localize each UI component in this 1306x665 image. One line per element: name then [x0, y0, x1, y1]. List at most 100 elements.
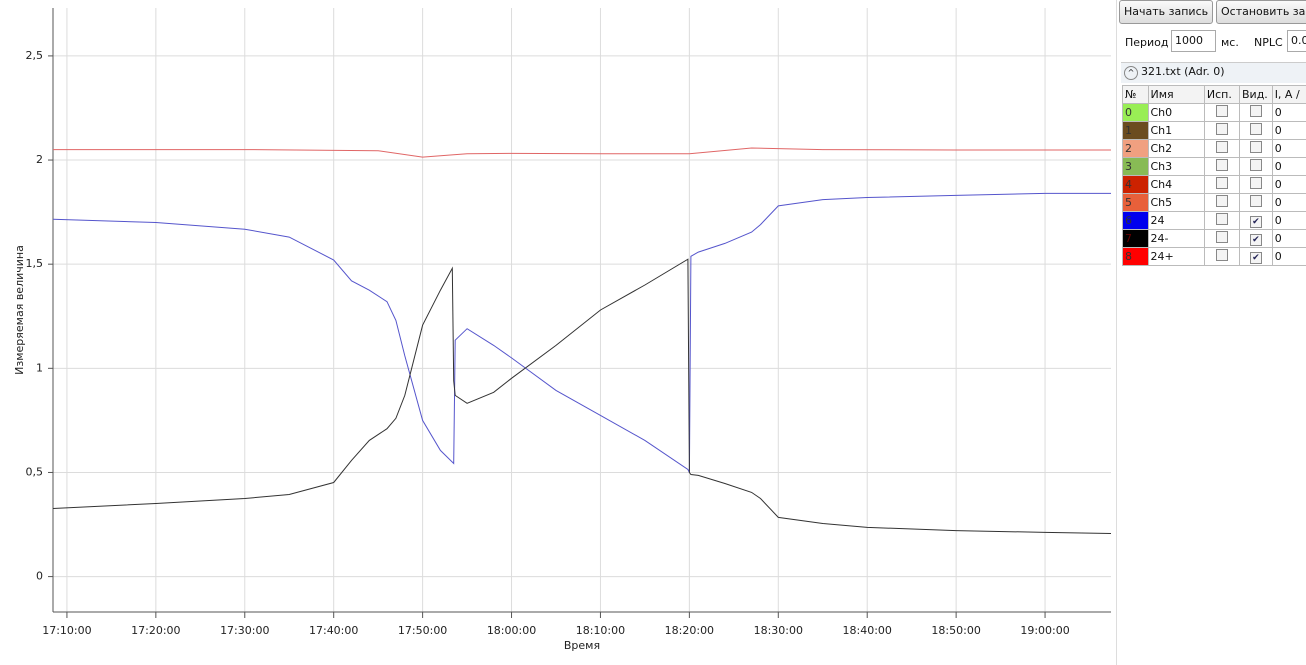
side-panel: Начать запись Остановить запи Период 100… [1116, 0, 1306, 665]
value-cell: 0 [1271, 103, 1306, 122]
group-header[interactable]: ^ 321.txt (Adr. 0) [1121, 62, 1306, 83]
table-row[interactable]: 8 24+ ✔ 0 [1122, 247, 1306, 266]
index-cell: 8 [1122, 247, 1149, 266]
y-tick-label: 1 [36, 361, 43, 374]
visible-cell [1239, 103, 1273, 122]
x-tick-label: 17:30:00 [220, 624, 269, 637]
period-input[interactable]: 1000 [1171, 30, 1216, 52]
table-row[interactable]: 7 24- ✔ 0 [1122, 229, 1306, 248]
x-tick-label: 17:10:00 [42, 624, 91, 637]
checkbox[interactable] [1249, 123, 1262, 135]
checkbox[interactable] [1215, 213, 1228, 225]
series-line [52, 192, 1111, 473]
checkbox[interactable] [1215, 231, 1228, 243]
checkbox[interactable] [1215, 159, 1228, 171]
used-cell [1203, 247, 1241, 266]
checkbox[interactable] [1249, 177, 1262, 189]
used-cell [1203, 175, 1241, 194]
visible-cell: ✔ [1239, 211, 1273, 230]
value-cell: 0 [1271, 193, 1306, 212]
table-row[interactable]: 2 Ch2 0 [1122, 139, 1306, 158]
index-cell: 5 [1122, 193, 1149, 212]
index-cell: 7 [1122, 229, 1149, 248]
start-button[interactable]: Начать запись [1119, 0, 1214, 24]
value-cell: 0 [1271, 121, 1306, 140]
used-cell [1203, 229, 1241, 248]
name-cell: Ch0 [1147, 103, 1205, 122]
name-cell: Ch2 [1147, 139, 1205, 158]
table-row[interactable]: 5 Ch5 0 [1122, 193, 1306, 212]
column-header[interactable]: Исп. [1203, 85, 1241, 104]
group-title: 321.txt (Adr. 0) [1141, 65, 1225, 78]
y-axis-label: Измеряемая величина [13, 245, 26, 375]
y-tick-label: 1,5 [26, 257, 44, 270]
used-cell [1203, 139, 1241, 158]
value-cell: 0 [1271, 229, 1306, 248]
stop-button[interactable]: Остановить запи [1216, 0, 1306, 24]
table-row[interactable]: 4 Ch4 0 [1122, 175, 1306, 194]
used-cell [1203, 211, 1241, 230]
series-line [52, 258, 1112, 534]
y-tick-label: 0 [36, 570, 43, 583]
checkbox[interactable] [1215, 249, 1228, 261]
index-cell: 3 [1122, 157, 1149, 176]
x-tick-label: 17:40:00 [309, 624, 358, 637]
y-tick-label: 2 [36, 153, 43, 166]
nplc-input[interactable]: 0.0 [1287, 30, 1306, 52]
column-header[interactable]: Вид. [1239, 85, 1273, 104]
column-header[interactable]: I, A / [1271, 85, 1306, 104]
period-unit: мс. [1221, 36, 1239, 49]
visible-cell [1239, 175, 1273, 194]
name-cell: Ch5 [1147, 193, 1205, 212]
y-tick-label: 2,5 [26, 49, 44, 62]
column-header[interactable]: № [1122, 85, 1149, 104]
nplc-label: NPLC [1254, 36, 1283, 49]
x-tick-label: 18:10:00 [576, 624, 625, 637]
visible-cell: ✔ [1239, 229, 1273, 248]
x-tick-label: 17:50:00 [398, 624, 447, 637]
checkbox[interactable]: ✔ [1249, 233, 1262, 246]
name-cell: Ch3 [1147, 157, 1205, 176]
x-tick-label: 17:20:00 [131, 624, 180, 637]
channel-table: № Имя Исп. Вид. I, A /0 Ch0 0 1 Ch1 0 2 Ch2 0 3 Ch3 0 4 C… [1122, 85, 1306, 266]
table-row[interactable]: 3 Ch3 0 [1122, 157, 1306, 176]
column-header[interactable]: Имя [1147, 85, 1205, 104]
checkbox[interactable] [1215, 195, 1228, 207]
index-cell: 4 [1122, 175, 1149, 194]
index-cell: 1 [1122, 121, 1149, 140]
value-cell: 0 [1271, 139, 1306, 158]
x-tick-label: 18:30:00 [754, 624, 803, 637]
used-cell [1203, 157, 1241, 176]
checkbox[interactable] [1215, 105, 1228, 117]
value-cell: 0 [1271, 157, 1306, 176]
series-line [53, 147, 1111, 158]
checkbox[interactable]: ✔ [1249, 251, 1262, 264]
chart: Время Измеряемая величина 0 0,5 1 1,5 2 2,5 17… [13, 8, 1112, 652]
x-tick-label: 18:20:00 [665, 624, 714, 637]
checkbox[interactable]: ✔ [1249, 215, 1262, 228]
value-cell: 0 [1271, 175, 1306, 194]
name-cell: Ch4 [1147, 175, 1205, 194]
y-tick-label: 0,5 [26, 465, 44, 478]
name-cell: 24+ [1147, 247, 1205, 266]
x-tick-label: 18:40:00 [843, 624, 892, 637]
index-cell: 6 [1122, 211, 1149, 230]
value-cell: 0 [1271, 211, 1306, 230]
visible-cell: ✔ [1239, 247, 1273, 266]
checkbox[interactable] [1215, 177, 1228, 189]
used-cell [1203, 103, 1241, 122]
name-cell: Ch1 [1147, 121, 1205, 140]
used-cell [1203, 193, 1241, 212]
name-cell: 24 [1147, 211, 1205, 230]
checkbox[interactable] [1249, 195, 1262, 207]
checkbox[interactable] [1249, 105, 1262, 117]
index-cell: 0 [1122, 103, 1149, 122]
checkbox[interactable] [1215, 123, 1228, 135]
checkbox[interactable] [1249, 159, 1262, 171]
checkbox[interactable] [1215, 141, 1228, 153]
table-row[interactable]: 1 Ch1 0 [1122, 121, 1306, 140]
table-row[interactable]: 6 24 ✔ 0 [1122, 211, 1306, 230]
table-row[interactable]: 0 Ch0 0 [1122, 103, 1306, 122]
checkbox[interactable] [1249, 141, 1262, 153]
